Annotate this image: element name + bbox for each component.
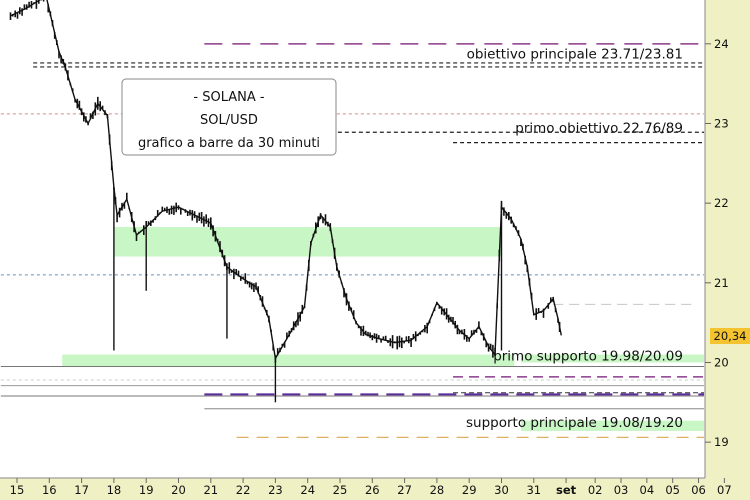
title-box-frame: [121, 78, 337, 156]
x-tick-label-19: 03: [614, 483, 629, 497]
zone-layer: [62, 227, 704, 431]
x-tick-label-5: 20: [171, 483, 186, 497]
last-price-badge: [710, 328, 750, 344]
x-tick-label-13: 28: [430, 483, 445, 497]
x-tick-label-14: 29: [462, 483, 477, 497]
level-label-0: obiettivo principale 23.71/23.81: [467, 46, 683, 62]
y-axis-background: [705, 0, 750, 478]
level-label-layer: obiettivo principale 23.71/23.81 primo ob…: [466, 46, 683, 431]
zone-3: [520, 420, 704, 431]
x-tick-label-7: 22: [236, 483, 251, 497]
x-tick-label-12: 27: [397, 483, 412, 497]
y-tick-label-1: 20: [714, 355, 729, 369]
x-tick-label-2: 17: [74, 483, 89, 497]
x-tick-label-21: 05: [665, 483, 680, 497]
title-line-1: - SOLANA -: [193, 90, 264, 105]
y-tick-label-5: 24: [714, 37, 729, 51]
x-tick-label-8: 23: [268, 483, 283, 497]
x-tick-label-20: 04: [640, 483, 655, 497]
y-tick-label-4: 23: [714, 116, 729, 130]
x-tick-label-16: 31: [526, 483, 541, 497]
x-tick-label-4: 19: [139, 483, 154, 497]
x-tick-label-15: 30: [494, 483, 509, 497]
x-tick-label-18: 02: [588, 483, 603, 497]
x-tick-label-0: 15: [10, 483, 25, 497]
x-tick-label-3: 18: [107, 483, 122, 497]
y-axis: 19 20 21 22 23 24: [704, 0, 750, 478]
price-trace: [10, 0, 562, 361]
x-axis-background: [0, 478, 750, 500]
x-tick-label-23: 07: [717, 483, 732, 497]
title-box: - SOLANA - SOL/USD grafico a barre da 30…: [121, 78, 337, 156]
title-line-2: SOL/USD: [200, 113, 258, 128]
last-price-value: 20,34: [714, 329, 747, 343]
y-tick-label-0: 19: [714, 435, 729, 449]
level-layer: [0, 43, 704, 438]
x-tick-label-9: 24: [300, 483, 315, 497]
x-tick-label-22: 06: [691, 483, 706, 497]
zone-0: [113, 227, 502, 257]
y-tick-label-3: 22: [714, 196, 729, 210]
title-line-3: grafico a barre da 30 minuti: [138, 136, 320, 151]
last-price-marker: 20,34: [710, 328, 750, 344]
x-axis: 15 16 17 18 19 20 21 22 23 24 25 26 27 28 29 30 31 set 02 0…: [0, 477, 750, 500]
y-tick-label-2: 21: [714, 276, 729, 290]
level-label-1: primo obiettivo 22.76/89: [515, 120, 683, 136]
zone-1: [62, 354, 515, 367]
zone-2: [520, 354, 704, 363]
price-layer: [9, 0, 562, 403]
x-tick-label-11: 26: [365, 483, 380, 497]
x-tick-label-10: 25: [333, 483, 348, 497]
level-label-2: primo supporto 19.98/20.09: [493, 348, 683, 364]
x-tick-label-1: 16: [42, 483, 57, 497]
x-tick-label-17: set: [556, 483, 577, 497]
level-label-3: supporto principale 19.08/19.20: [466, 415, 683, 431]
x-tick-label-6: 21: [203, 483, 218, 497]
